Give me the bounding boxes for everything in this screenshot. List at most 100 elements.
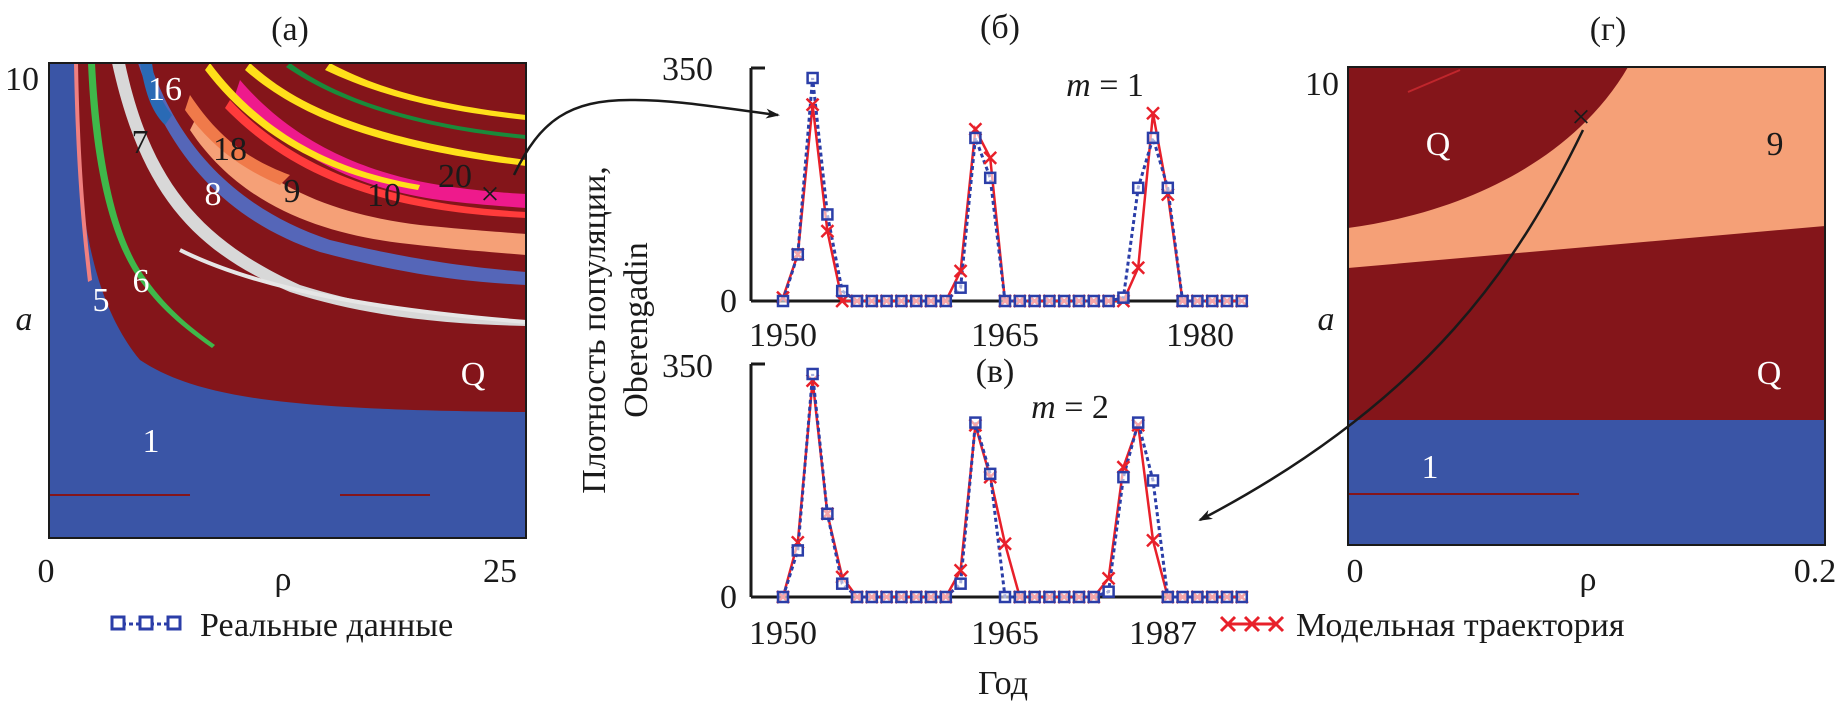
data-point-real bbox=[983, 171, 997, 185]
band-red bbox=[225, 100, 526, 218]
plot-frame-a bbox=[48, 62, 527, 539]
data-point-real bbox=[1102, 294, 1115, 308]
x-tick-label: 0 bbox=[38, 553, 55, 590]
band-5 bbox=[74, 63, 92, 282]
data-point-real bbox=[880, 294, 893, 308]
data-point-real bbox=[1117, 470, 1130, 484]
data-point-real bbox=[1131, 181, 1145, 195]
region-label: 8 bbox=[205, 176, 222, 213]
data-point-real bbox=[1057, 294, 1071, 308]
annotation-rest: = 2 bbox=[1056, 389, 1109, 426]
data-point-real bbox=[835, 577, 849, 590]
region-label: 9 bbox=[284, 173, 301, 210]
panel-v-annotation: m = 2 bbox=[1031, 389, 1109, 426]
data-point-real bbox=[1087, 590, 1101, 604]
data-point-real bbox=[1043, 294, 1056, 308]
data-point-real bbox=[895, 590, 908, 604]
region-label: 10 bbox=[367, 177, 401, 214]
data-point-real bbox=[909, 294, 923, 308]
data-point-model bbox=[983, 150, 998, 165]
region-label: Q bbox=[461, 356, 486, 393]
region-label: 9 bbox=[1767, 126, 1784, 163]
band-9 bbox=[190, 110, 526, 255]
regime-map-g bbox=[1348, 67, 1825, 545]
data-point-real bbox=[1087, 294, 1101, 308]
data-point-real bbox=[909, 590, 923, 604]
legend-model: Модельная траектория bbox=[1219, 607, 1625, 644]
panel-v-title: (в) bbox=[976, 353, 1015, 390]
data-point-real bbox=[983, 467, 997, 481]
data-point-real bbox=[924, 590, 938, 604]
x-tick-label: 25 bbox=[483, 553, 517, 590]
data-point-model bbox=[1146, 533, 1160, 548]
data-point-real bbox=[1161, 590, 1175, 604]
data-point-real bbox=[969, 416, 982, 429]
arrow-a-to-b bbox=[512, 98, 780, 176]
series-line-model bbox=[781, 380, 1242, 599]
region-label: Q bbox=[1426, 126, 1451, 163]
band-white-lower bbox=[179, 248, 526, 324]
timeseries-plot-b bbox=[749, 66, 1249, 308]
data-point-real bbox=[1117, 291, 1130, 304]
data-point-real bbox=[1013, 590, 1027, 604]
x-tick-label: 1987 bbox=[1129, 615, 1197, 652]
x-axis-label: ρ bbox=[275, 561, 292, 598]
legend-real-symbol bbox=[110, 615, 182, 631]
panel-b: (б) m = 1 350 0 1950 1965 1980 bbox=[662, 9, 1249, 354]
annotation-m: m bbox=[1066, 67, 1091, 104]
data-point-real bbox=[865, 294, 879, 308]
panel-a-title: (a) bbox=[271, 11, 309, 48]
shared-y-axis-label: Плотность популяции, Oberengadin bbox=[576, 166, 655, 494]
band-yellow-2 bbox=[325, 63, 526, 120]
data-point-real bbox=[939, 590, 953, 604]
data-point-real bbox=[1057, 590, 1071, 604]
series-line-real bbox=[781, 373, 1242, 599]
legend-model-symbol bbox=[1219, 615, 1285, 633]
plot-frame-g bbox=[1347, 66, 1826, 546]
y-tick-label: 0 bbox=[720, 283, 737, 320]
region-period-1 bbox=[1348, 420, 1825, 545]
data-point-real bbox=[1191, 590, 1204, 604]
data-point-real bbox=[954, 577, 967, 590]
y-tick-label: 10 bbox=[1305, 66, 1339, 103]
x-tick-label: 1980 bbox=[1166, 317, 1234, 354]
y-axis-label: a bbox=[1318, 301, 1335, 338]
data-point-real bbox=[1146, 474, 1160, 487]
arrow-g-to-v bbox=[1198, 129, 1585, 522]
thin-stripe bbox=[1407, 69, 1461, 93]
data-point-real bbox=[1235, 590, 1249, 604]
data-point-real bbox=[791, 544, 805, 557]
panel-a: (a) bbox=[5, 11, 527, 598]
data-point-real bbox=[895, 294, 908, 308]
region-label: Q bbox=[1757, 355, 1782, 392]
data-point-real bbox=[1013, 294, 1027, 308]
data-point-model bbox=[1146, 106, 1160, 121]
panel-b-title: (б) bbox=[980, 9, 1020, 46]
data-point-model bbox=[1101, 571, 1116, 586]
band-18 bbox=[185, 95, 290, 185]
data-point-model bbox=[1131, 260, 1146, 275]
series-line-real bbox=[781, 77, 1242, 303]
region-labels-a: 16 7 18 8 9 10 20 6 5 Q 1 bbox=[93, 71, 486, 460]
data-point-real bbox=[1028, 294, 1041, 308]
region-q-band bbox=[1348, 226, 1825, 300]
data-point-real bbox=[1131, 416, 1145, 429]
data-point-model bbox=[805, 97, 820, 112]
data-point-real bbox=[806, 71, 819, 85]
data-point-real bbox=[1102, 585, 1115, 598]
data-point-model bbox=[998, 536, 1012, 551]
region-label: 16 bbox=[148, 71, 182, 108]
parameter-marker: × bbox=[480, 176, 499, 213]
region-label: 5 bbox=[93, 282, 110, 319]
x-tick-label: 1965 bbox=[971, 317, 1039, 354]
band-16 bbox=[140, 63, 172, 125]
data-point-real bbox=[1205, 590, 1219, 604]
x-tick-label: 0.2 bbox=[1794, 553, 1837, 590]
data-point-real bbox=[1220, 590, 1234, 604]
data-point-real bbox=[998, 294, 1012, 308]
data-point-real bbox=[850, 590, 864, 604]
x-tick-label: 1965 bbox=[971, 615, 1039, 652]
data-point-real bbox=[791, 248, 805, 261]
panel-g-title: (г) bbox=[1590, 11, 1627, 48]
